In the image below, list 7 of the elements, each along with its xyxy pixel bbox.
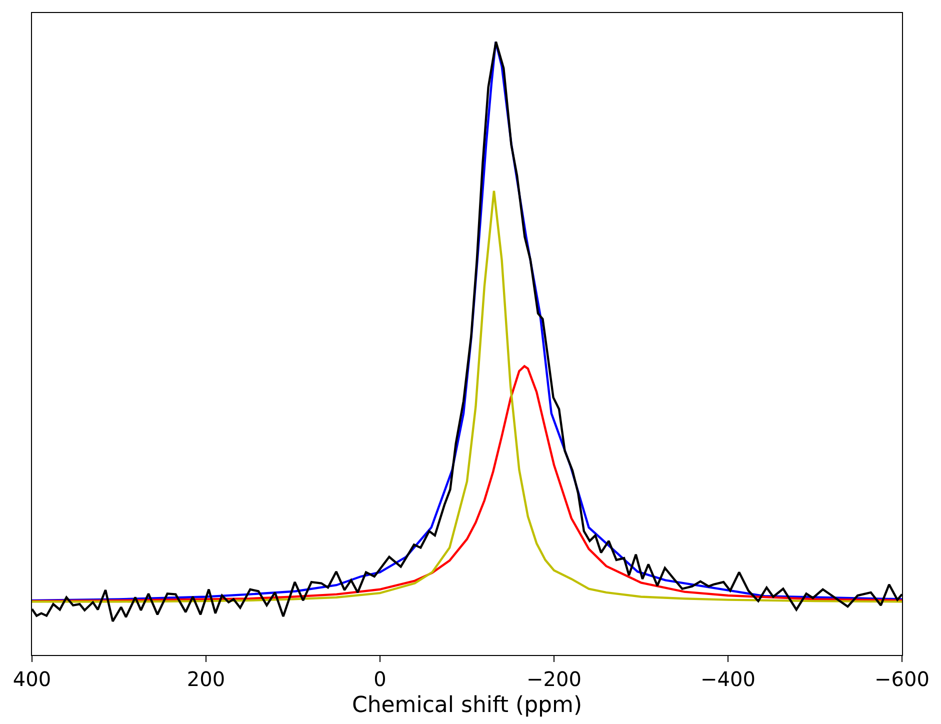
x-tick-label: 400 [12,667,52,692]
x-tick-label: −600 [874,667,930,692]
x-tick-label: −200 [526,667,582,692]
x-tick-label: 200 [186,667,226,692]
x-axis-title: Chemical shift (ppm) [352,693,582,718]
x-tick-label: 0 [374,667,386,692]
x-tick-label: −400 [700,667,756,692]
